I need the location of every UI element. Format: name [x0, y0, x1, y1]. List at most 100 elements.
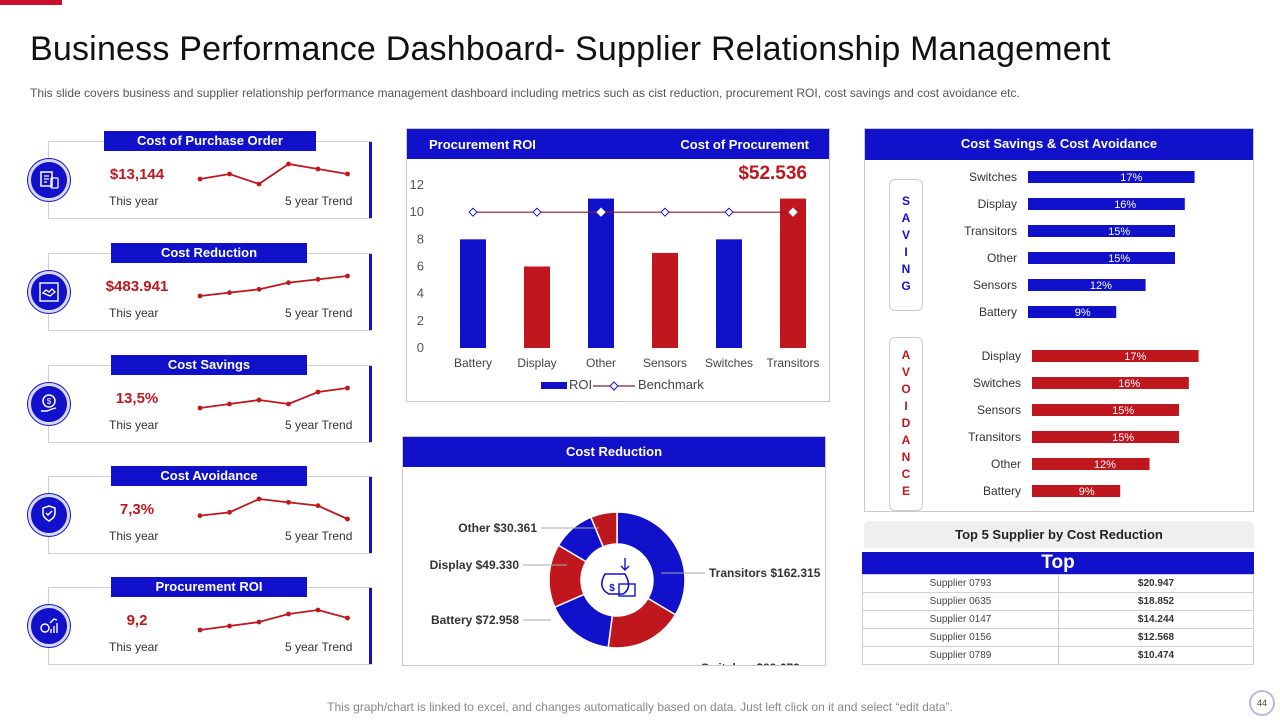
y-tick-label: 10 — [410, 204, 424, 219]
donut-label: Display $49.330 — [430, 558, 520, 572]
hbar-bar — [1028, 279, 1146, 291]
hbar-value-label: 12% — [1094, 459, 1116, 471]
sparkline-point — [345, 273, 350, 279]
table-row: Supplier 0789 $10.474 — [862, 646, 1254, 665]
growth-chart-icon — [28, 605, 70, 647]
sparkline-point — [286, 611, 291, 617]
supplier-value: $14.244 — [1058, 610, 1254, 629]
kpi-value: $13,144 — [109, 166, 165, 183]
kpi-trend-label: 5 year Trend — [285, 418, 353, 432]
table-row: Supplier 0147 $14.244 — [862, 610, 1254, 629]
handshake-icon — [28, 271, 70, 313]
kpi-sparkline — [197, 161, 350, 187]
sparkline-point — [286, 161, 291, 167]
savings-avoidance-panel: Cost Savings & Cost Avoidance SAVING AVO… — [864, 128, 1254, 512]
legend-roi-swatch — [541, 382, 567, 389]
hbar-category-label: Battery — [979, 305, 1017, 319]
x-tick-label: Other — [586, 356, 616, 370]
y-tick-label: 2 — [417, 313, 424, 328]
hbar-category-label: Sensors — [977, 403, 1021, 417]
sparkline-point — [256, 397, 262, 403]
page-subtitle: This slide covers business and supplier … — [30, 86, 1020, 100]
x-tick-label: Switches — [705, 356, 753, 370]
legend-benchmark-label: Benchmark — [638, 377, 704, 392]
hbar-value-label: 15% — [1108, 226, 1130, 238]
money-hand-icon: $ — [28, 383, 70, 425]
page-number: 44 — [1249, 690, 1275, 716]
hbar-value-label: 17% — [1124, 351, 1146, 363]
sparkline-line — [199, 498, 348, 520]
legend-benchmark-marker — [609, 381, 619, 391]
hbar-value-label: 9% — [1075, 307, 1091, 319]
table-row: Supplier 0156 $12.568 — [862, 628, 1254, 647]
avoidance-tab-label: AVOIDANCE — [899, 347, 913, 501]
footer-note: This graph/chart is linked to excel, and… — [327, 700, 953, 714]
kpi-sparkline — [197, 385, 350, 411]
sparkline-point — [286, 499, 291, 505]
sparkline-point — [286, 401, 291, 407]
kpi-sparkline — [197, 496, 350, 522]
kpi-label: Cost of Purchase Order — [104, 131, 316, 151]
hbar-value-label: 15% — [1108, 253, 1130, 265]
kpi-card-edge — [369, 477, 372, 553]
savings-avoidance-header: Cost Savings & Cost Avoidance — [865, 129, 1253, 160]
donut-center — [582, 545, 652, 615]
supplier-name: Supplier 0793 — [862, 574, 1059, 593]
roi-bar — [588, 198, 614, 348]
kpi-period: This year — [109, 306, 159, 320]
kpi-period: This year — [109, 418, 159, 432]
money-bag-icon: $ — [601, 558, 636, 597]
hbar-value-label: 12% — [1090, 280, 1112, 292]
kpi-label: Cost Reduction — [111, 243, 307, 263]
hbar-bar — [1032, 458, 1150, 470]
hbar-category-label: Transitors — [964, 224, 1017, 238]
hbar-bar — [1032, 431, 1179, 443]
hbar-category-label: Display — [982, 349, 1021, 363]
donut-label: Transitors $162.315 — [709, 566, 821, 580]
sparkline-point — [256, 286, 262, 292]
hbar-bar — [1032, 485, 1121, 497]
kpi-value: $483.941 — [105, 278, 169, 295]
kpi-sparkline — [197, 273, 350, 299]
table-row: Supplier 0793 $20.947 — [862, 574, 1254, 593]
x-tick-label: Battery — [454, 356, 492, 370]
kpi-period: This year — [109, 529, 159, 543]
hbar-category-label: Display — [978, 197, 1017, 211]
cost-reduction-header: Cost Reduction — [403, 437, 825, 467]
y-tick-label: 0 — [417, 340, 424, 355]
kpi-trend-label: 5 year Trend — [285, 529, 353, 543]
kpi-card: Cost Reduction $483.941 This year 5 year Tr… — [48, 243, 372, 331]
hbar-category-label: Switches — [973, 376, 1021, 390]
benchmark-marker — [532, 207, 542, 217]
hbar-bar — [1028, 252, 1175, 264]
roi-bar — [652, 252, 678, 348]
supplier-value: $10.474 — [1058, 646, 1254, 665]
donut-label: Switches $89.673 — [701, 661, 800, 665]
legend-roi-label: ROI — [569, 377, 592, 392]
sparkline-point — [197, 513, 203, 519]
sparkline-line — [199, 387, 348, 409]
kpi-label: Cost Savings — [111, 355, 307, 375]
sparkline-point — [227, 623, 232, 629]
kpi-trend-label: 5 year Trend — [285, 640, 353, 654]
sparkline-point — [315, 166, 321, 172]
kpi-label: Cost Avoidance — [111, 466, 307, 486]
table-row: Supplier 0635 $18.852 — [862, 592, 1254, 611]
supplier-name: Supplier 0789 — [862, 646, 1059, 665]
kpi-period: This year — [109, 194, 159, 208]
x-tick-label: Sensors — [643, 356, 687, 370]
avoidance-tab: AVOIDANCE — [889, 337, 923, 511]
supplier-value: $12.568 — [1058, 628, 1254, 647]
hbar-value-label: 15% — [1112, 405, 1134, 417]
donut-label: Other $30.361 — [458, 521, 537, 535]
benchmark-marker — [788, 207, 798, 217]
hbar-value-label: 16% — [1118, 378, 1140, 390]
kpi-card: Procurement ROI 9,2 This year 5 year Trend — [48, 577, 372, 665]
supplier-value: $18.852 — [1058, 592, 1254, 611]
kpi-card: Cost Savings 13,5% This year 5 year Trend — [48, 355, 372, 443]
hbar-value-label: 9% — [1079, 486, 1095, 498]
sparkline-point — [256, 496, 262, 502]
kpi-card-edge — [369, 366, 372, 442]
donut-slice — [616, 511, 686, 616]
hbar-category-label: Switches — [969, 170, 1017, 184]
